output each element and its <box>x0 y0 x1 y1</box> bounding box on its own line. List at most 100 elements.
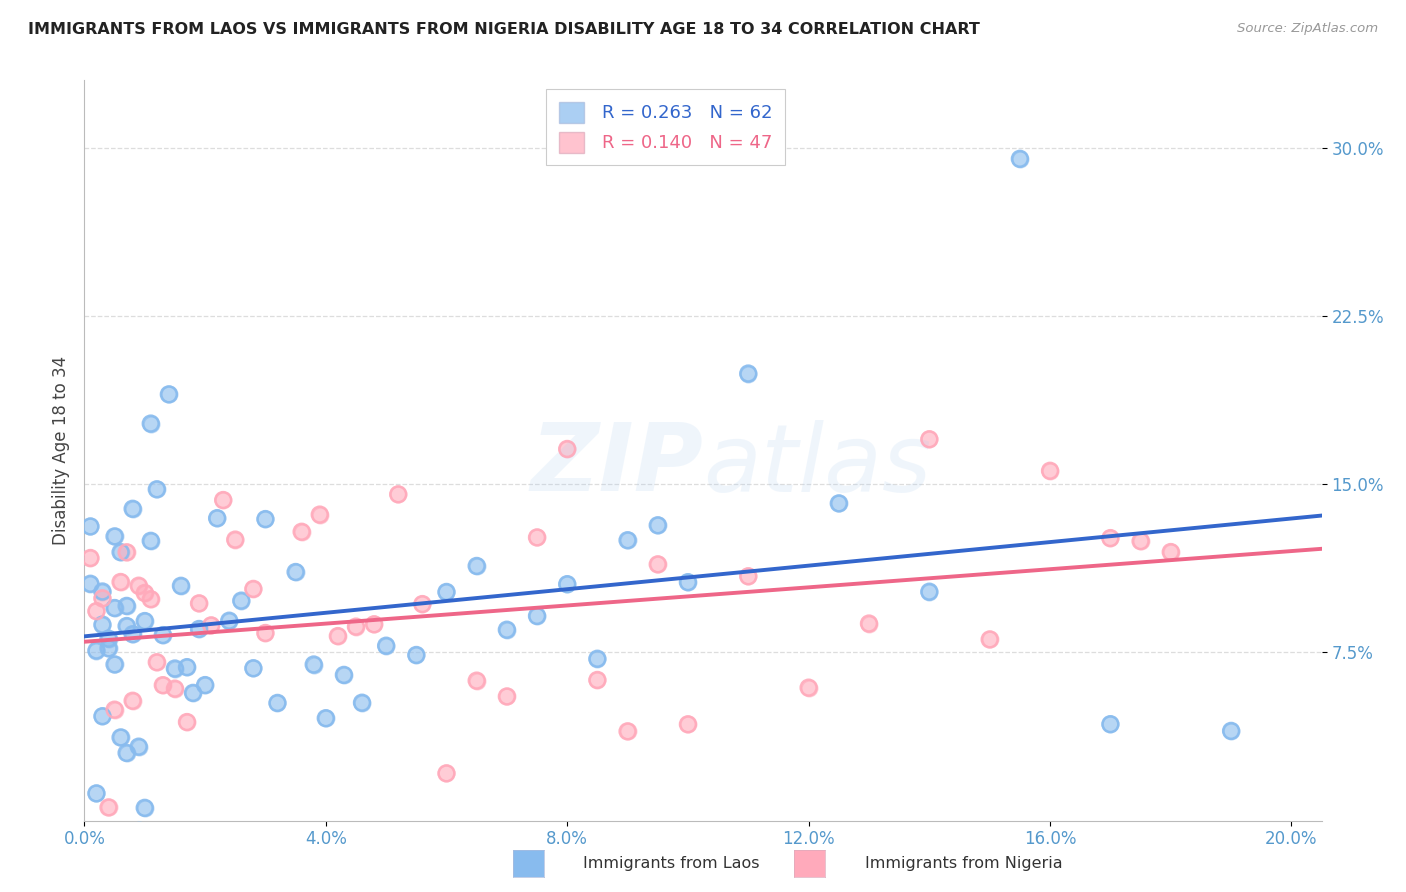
Point <box>86 604 108 618</box>
Point <box>97 800 120 814</box>
Point <box>436 585 458 599</box>
Point <box>326 629 349 643</box>
Point <box>344 619 367 633</box>
Point <box>176 714 198 729</box>
Point <box>115 746 138 760</box>
Point <box>405 648 427 662</box>
Point <box>979 632 1001 647</box>
Point <box>110 731 132 745</box>
Point <box>616 533 638 548</box>
Point <box>918 432 941 446</box>
Point <box>86 604 108 618</box>
Point <box>188 622 211 636</box>
Point <box>616 533 638 548</box>
Point <box>231 593 253 607</box>
Point <box>302 657 325 672</box>
Point <box>375 639 398 653</box>
Point <box>254 512 277 526</box>
Point <box>291 524 314 539</box>
Point <box>91 584 114 599</box>
Point <box>495 690 517 704</box>
Point <box>97 800 120 814</box>
Point <box>103 529 125 543</box>
Point <box>273 859 295 873</box>
Point <box>110 545 132 559</box>
Point <box>586 673 609 687</box>
Text: Immigrants from Laos: Immigrants from Laos <box>583 856 761 871</box>
Point <box>676 717 699 731</box>
Point <box>152 678 174 692</box>
Point <box>858 616 880 631</box>
Point <box>79 519 101 533</box>
Point <box>1160 545 1182 559</box>
Point <box>676 575 699 590</box>
Point <box>97 641 120 656</box>
Point <box>91 617 114 632</box>
Point <box>110 574 132 589</box>
Point <box>139 533 162 548</box>
Point <box>121 694 143 708</box>
Point <box>115 599 138 613</box>
Point <box>212 493 235 508</box>
Point <box>188 596 211 610</box>
Point <box>134 801 156 815</box>
Text: atlas: atlas <box>703 420 931 511</box>
Point <box>139 592 162 607</box>
Point <box>224 533 246 547</box>
Point <box>555 442 578 456</box>
Point <box>526 609 548 624</box>
Point <box>110 545 132 559</box>
Point <box>103 657 125 672</box>
Point <box>128 739 150 754</box>
Point <box>465 673 488 688</box>
Point <box>103 657 125 672</box>
Text: IMMIGRANTS FROM LAOS VS IMMIGRANTS FROM NIGERIA DISABILITY AGE 18 TO 34 CORRELAT: IMMIGRANTS FROM LAOS VS IMMIGRANTS FROM … <box>28 22 980 37</box>
Point <box>200 618 222 632</box>
Point <box>1099 717 1122 731</box>
Point <box>495 690 517 704</box>
Point <box>79 551 101 566</box>
Point <box>436 766 458 780</box>
Point <box>134 614 156 628</box>
Point <box>181 686 204 700</box>
Point <box>139 417 162 431</box>
Point <box>676 717 699 731</box>
Point <box>676 575 699 590</box>
Point <box>495 623 517 637</box>
Point <box>128 739 150 754</box>
Point <box>157 387 180 401</box>
Point <box>375 639 398 653</box>
Point <box>146 483 169 497</box>
Point <box>828 496 851 510</box>
Point <box>79 576 101 591</box>
Point <box>266 696 288 710</box>
Point <box>526 531 548 545</box>
Legend: R = 0.263   N = 62, R = 0.140   N = 47: R = 0.263 N = 62, R = 0.140 N = 47 <box>547 89 786 165</box>
Point <box>121 501 143 516</box>
Point <box>181 686 204 700</box>
Point <box>121 627 143 641</box>
Point <box>350 696 373 710</box>
Point <box>157 387 180 401</box>
Point <box>152 628 174 642</box>
Point <box>128 823 150 838</box>
Point <box>737 367 759 381</box>
Point <box>121 694 143 708</box>
Point <box>110 574 132 589</box>
Point <box>224 533 246 547</box>
Point <box>616 724 638 739</box>
Point <box>115 545 138 559</box>
Point <box>115 599 138 613</box>
Point <box>79 576 101 591</box>
Point <box>134 586 156 600</box>
Point <box>205 511 228 525</box>
Point <box>647 558 669 572</box>
Point <box>134 586 156 600</box>
Point <box>526 531 548 545</box>
Point <box>333 668 356 682</box>
Point <box>139 417 162 431</box>
Point <box>97 632 120 646</box>
Point <box>194 678 217 692</box>
Point <box>242 582 264 596</box>
Point <box>128 579 150 593</box>
